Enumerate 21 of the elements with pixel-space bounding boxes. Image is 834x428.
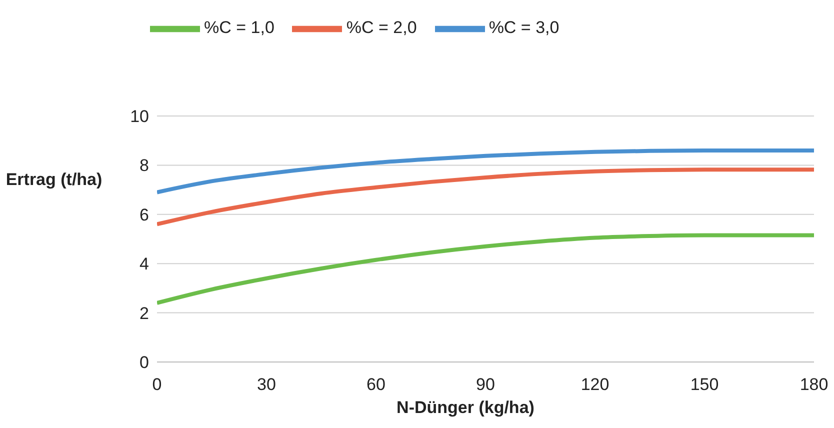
x-tick-label: 120 — [580, 375, 610, 394]
x-tick-label: 0 — [152, 375, 162, 394]
y-tick-label: 8 — [140, 156, 149, 176]
y-tick-label: 0 — [140, 353, 149, 372]
y-tick-label: 6 — [140, 205, 149, 224]
y-tick-label: 4 — [140, 254, 149, 274]
legend-label: %C = 1,0 — [204, 18, 274, 38]
line-series — [157, 168, 814, 226]
x-tick-label: 60 — [366, 375, 386, 394]
y-axis-title: Ertrag (t/ha) — [4, 169, 104, 191]
legend-label: %C = 3,0 — [488, 18, 560, 38]
y-tick-label: 10 — [130, 107, 149, 126]
line-series — [157, 148, 814, 194]
x-axis-title: N-Dünger (kg/ha) — [396, 398, 536, 418]
x-tick-label: 90 — [476, 375, 495, 394]
x-tick-label: 150 — [690, 375, 719, 394]
line-series — [157, 233, 814, 305]
legend-label: %C = 2,0 — [346, 18, 417, 38]
x-tick-label: 180 — [800, 375, 828, 394]
x-tick-label: 30 — [257, 375, 276, 394]
y-tick-label: 2 — [140, 304, 149, 323]
